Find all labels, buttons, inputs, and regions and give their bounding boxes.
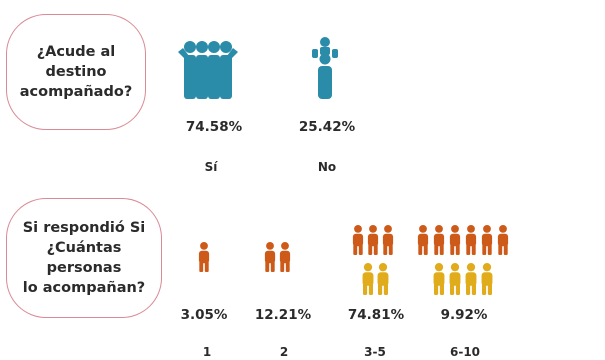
person-icon-4-3-orange-5	[497, 225, 509, 255]
category-label-no: No	[317, 160, 337, 174]
category-label-2: 2	[279, 345, 289, 359]
group-arms	[178, 48, 238, 58]
parent-with-child-icon	[312, 37, 338, 99]
group-member-2	[196, 41, 208, 99]
person-icon-2-yellow-0	[362, 263, 374, 295]
group-of-people-icon	[178, 41, 238, 99]
group-member-3	[208, 41, 220, 99]
person-icon-3-yellow-2	[465, 263, 477, 295]
group-member-4	[220, 41, 232, 99]
person-icon-4-3-orange-2	[449, 225, 461, 255]
value-label-1: 3.05%	[180, 307, 228, 323]
person-icon-4-2-orange-1	[367, 225, 379, 255]
question-2-line-1: Si respondió Si	[22, 220, 146, 236]
value-label-si: 74.58%	[185, 119, 243, 135]
question-2-line-2: ¿Cuántas personas	[46, 240, 122, 276]
value-label-no: 25.42%	[298, 119, 356, 135]
group-member-1	[184, 41, 196, 99]
person-icon-4-3-orange-1	[433, 225, 445, 255]
category-label-3-5: 3-5	[364, 345, 386, 359]
person-icon-4-3-orange-4	[481, 225, 493, 255]
person-icon-4-3-orange-3	[465, 225, 477, 255]
category-label-1: 1	[202, 345, 212, 359]
question-1-pill: ¿Acude al destino acompañado?	[6, 14, 146, 130]
question-2-pill: Si respondió Si ¿Cuántas personas lo aco…	[6, 198, 162, 318]
value-label-3-5: 74.81%	[347, 307, 405, 323]
person-icon-4-1-orange-1	[279, 242, 291, 272]
person-icon-3-yellow-1	[449, 263, 461, 295]
category-label-6-10: 6-10	[449, 345, 481, 359]
value-label-6-10: 9.92%	[440, 307, 488, 323]
question-1-line-1: ¿Acude al destino	[36, 44, 116, 80]
question-2-line-3: lo acompañan?	[22, 280, 146, 296]
person-icon-4-3-orange-0	[417, 225, 429, 255]
category-label-si: Sí	[204, 160, 218, 174]
person-icon-4-0-orange-0	[198, 242, 210, 272]
person-icon-4-2-orange-2	[382, 225, 394, 255]
person-icon-4-2-orange-0	[352, 225, 364, 255]
person-icon-3-yellow-0	[433, 263, 445, 295]
value-label-2: 12.21%	[254, 307, 312, 323]
person-icon-3-yellow-3	[481, 263, 493, 295]
person-icon-2-yellow-1	[377, 263, 389, 295]
question-1-line-2: acompañado?	[19, 84, 133, 100]
person-icon-4-1-orange-0	[264, 242, 276, 272]
